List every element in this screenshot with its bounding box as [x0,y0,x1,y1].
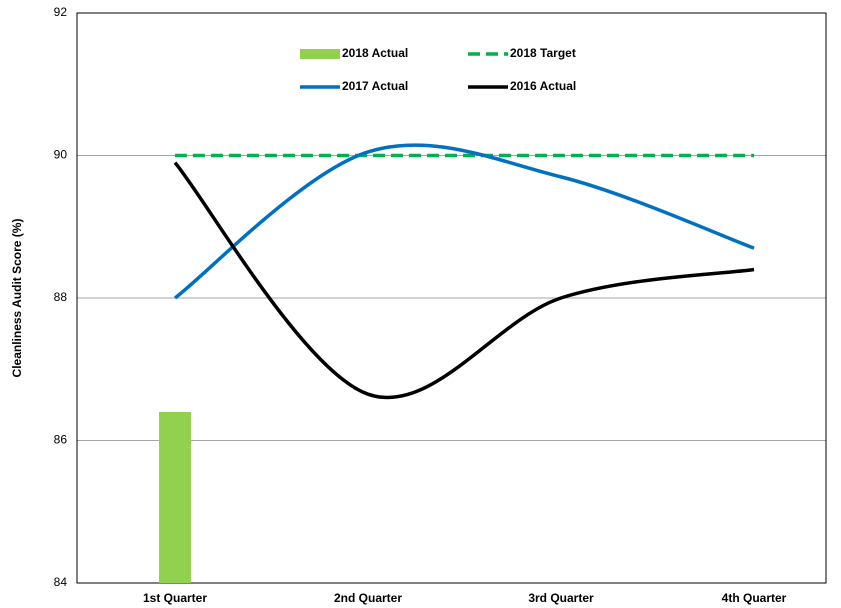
legend-swatch [300,49,340,59]
line-series [173,143,755,300]
bar [159,412,191,583]
y-tick-label: 88 [54,290,68,304]
y-tick-label: 84 [54,575,68,589]
plot-frame [76,12,827,584]
legend-label: 2016 Actual [510,79,576,93]
y-axis-label: Cleanliness Audit Score (%) [10,219,24,378]
legend-label: 2018 Actual [342,46,408,60]
y-tick-label: 92 [54,5,68,19]
y-tick-label: 90 [54,148,68,162]
x-tick-label: 1st Quarter [143,591,207,605]
x-tick-label: 2nd Quarter [334,591,402,605]
y-tick-label: 86 [54,433,68,447]
x-tick-label: 4th Quarter [722,591,787,605]
legend-label: 2018 Target [510,46,576,60]
x-tick-label: 3rd Quarter [528,591,594,605]
line-series [173,161,755,400]
legend-label: 2017 Actual [342,79,408,93]
